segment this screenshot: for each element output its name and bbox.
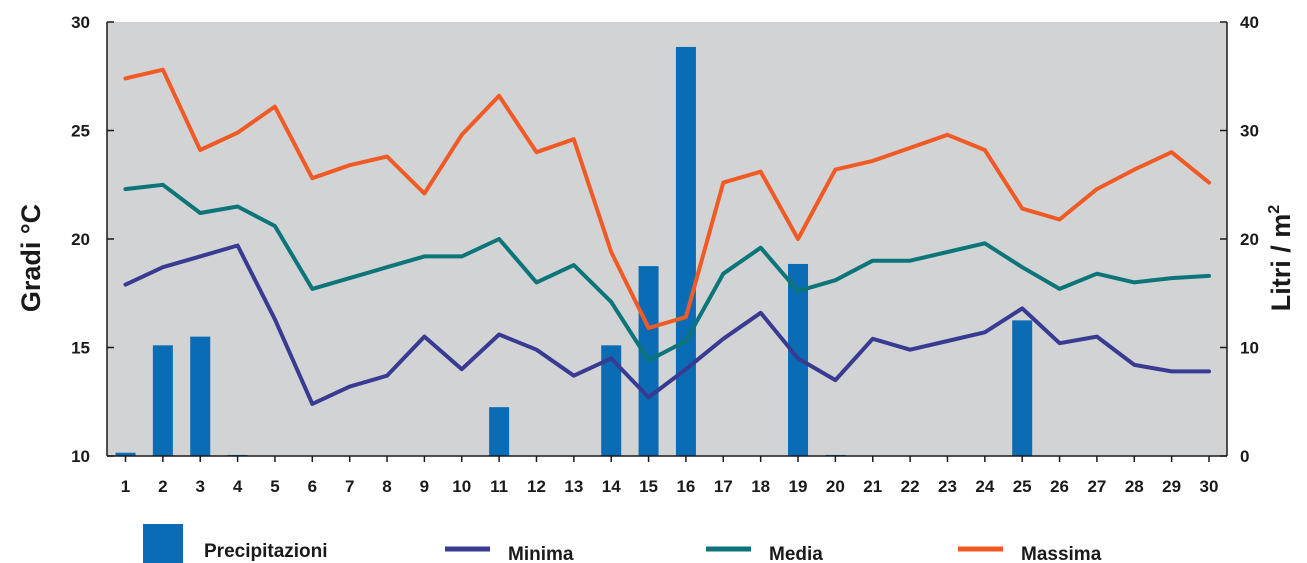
x-tick-label: 14 <box>602 477 621 496</box>
x-tick-label: 6 <box>308 477 317 496</box>
x-tick-label: 1 <box>121 477 130 496</box>
x-tick-label: 20 <box>826 477 845 496</box>
x-tick-label: 7 <box>345 477 354 496</box>
x-tick-label: 27 <box>1087 477 1106 496</box>
x-tick-label: 18 <box>751 477 770 496</box>
bar-precipitazioni-day-25 <box>1012 320 1033 456</box>
x-tick-label: 10 <box>452 477 471 496</box>
left-tick-label: 20 <box>71 230 90 249</box>
bar-precipitazioni-day-2 <box>152 345 173 456</box>
bar-precipitazioni-day-1 <box>115 452 136 456</box>
x-tick-label: 11 <box>490 477 508 496</box>
left-tick-label: 30 <box>71 13 90 32</box>
legend-label-precipitazioni: Precipitazioni <box>204 541 328 562</box>
x-tick-label: 15 <box>639 477 658 496</box>
legend-label-media: Media <box>769 544 823 563</box>
line-media <box>123 182 1211 363</box>
x-tick-label: 24 <box>975 477 994 496</box>
x-tick-label: 5 <box>270 477 279 496</box>
x-tick-label: 17 <box>714 477 733 496</box>
x-tick-label: 23 <box>938 477 957 496</box>
x-tick-label: 3 <box>195 477 204 496</box>
x-tick-label: 2 <box>158 477 167 496</box>
bar-precipitazioni-day-14 <box>601 345 622 456</box>
x-tick-label: 30 <box>1200 477 1219 496</box>
right-tick-label: 0 <box>1240 447 1249 466</box>
plot-background <box>107 22 1227 456</box>
right-tick-label: 40 <box>1240 13 1259 32</box>
bar-precipitazioni-day-16 <box>675 46 696 457</box>
x-tick-label: 8 <box>382 477 391 496</box>
bar-precipitazioni-day-11 <box>489 407 510 456</box>
legend-label-minima: Minima <box>508 544 574 563</box>
x-tick-label: 29 <box>1162 477 1181 496</box>
x-tick-label: 12 <box>527 477 546 496</box>
x-tick-label: 28 <box>1125 477 1144 496</box>
left-tick-label: 15 <box>71 339 90 358</box>
x-tick-label: 25 <box>1013 477 1032 496</box>
legend-label-massima: Massima <box>1021 544 1102 563</box>
right-tick-label: 30 <box>1240 122 1259 141</box>
x-tick-label: 26 <box>1050 477 1069 496</box>
legend-swatch-precipitazioni <box>143 524 183 563</box>
legend: Precipitazioni Minima Media Massima <box>143 524 1102 563</box>
bar-precipitazioni-day-3 <box>190 336 211 456</box>
x-tick-label: 9 <box>420 477 429 496</box>
left-axis-title: Gradi °C <box>16 204 46 312</box>
x-tick-label: 21 <box>863 477 882 496</box>
left-tick-label: 10 <box>71 447 90 466</box>
right-tick-label: 10 <box>1240 339 1259 358</box>
x-tick-label: 22 <box>901 477 920 496</box>
left-tick-label: 25 <box>71 122 90 141</box>
right-tick-label: 20 <box>1240 230 1259 249</box>
x-tick-label: 4 <box>233 477 243 496</box>
right-axis-title-text: Litri / m <box>1266 214 1296 312</box>
x-tick-label: 13 <box>564 477 583 496</box>
right-axis-title-sup: 2 <box>1266 205 1283 214</box>
right-axis-title: Litri / m2 <box>1266 205 1296 312</box>
line-minima <box>123 243 1211 406</box>
x-tick-label: 16 <box>676 477 695 496</box>
x-tick-label: 19 <box>789 477 808 496</box>
line-massima <box>123 67 1211 330</box>
